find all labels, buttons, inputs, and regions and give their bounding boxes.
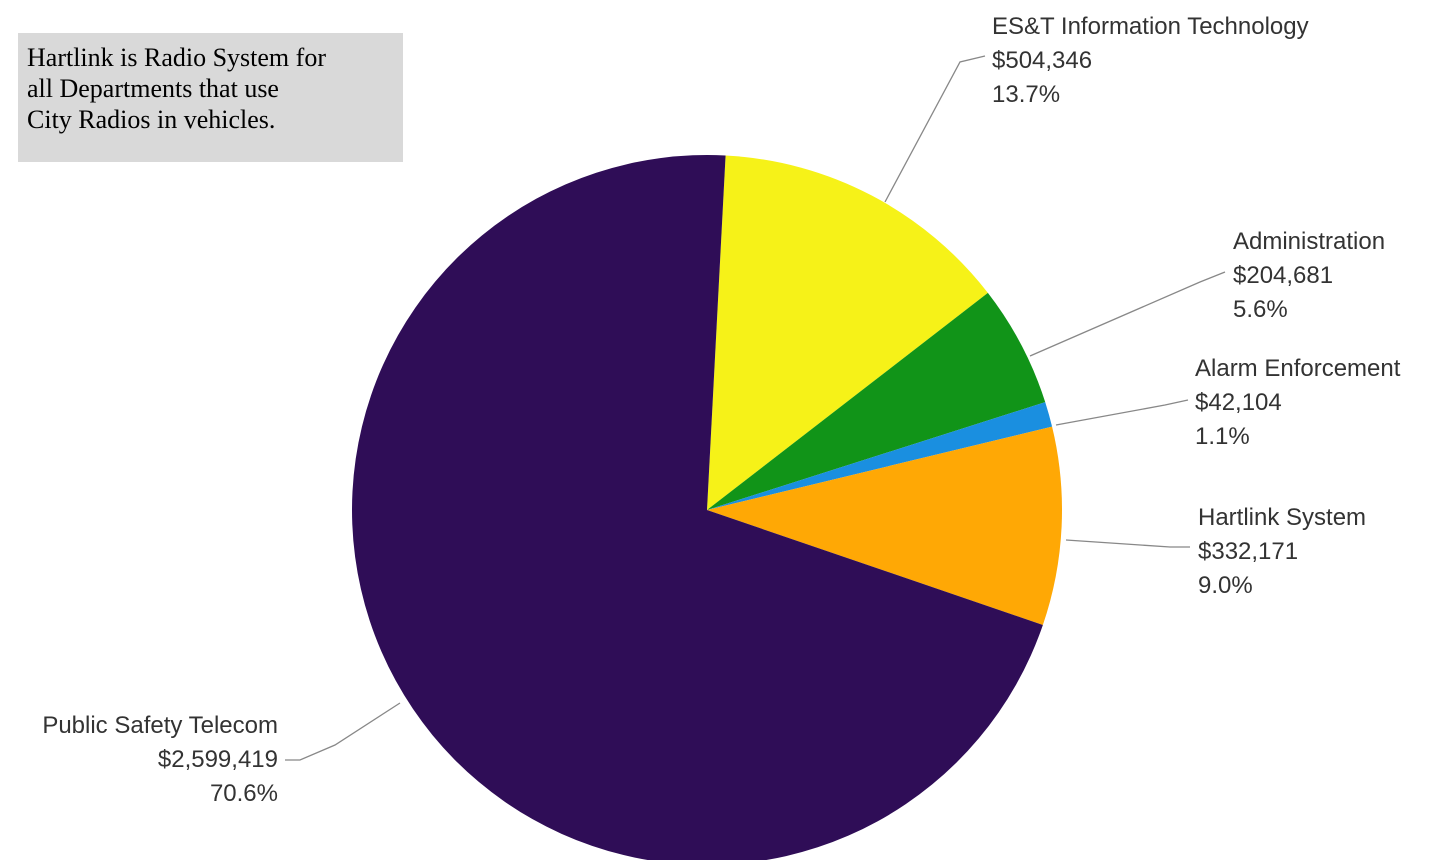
slice-percent-administration: 5.6%	[1233, 296, 1288, 323]
slice-amount-administration: $204,681	[1233, 262, 1333, 289]
pie-slice-public-safety-telecom	[352, 155, 1043, 860]
pie-slice-es-t-information-technology	[707, 155, 988, 511]
slice-percent-hartlink-system: 9.0%	[1198, 572, 1253, 599]
slice-percent-public-safety-telecom: 70.6%	[210, 780, 278, 807]
leader-line-hartlink-system	[1065, 539, 1190, 548]
slice-label-hartlink-system: Hartlink System	[1198, 504, 1366, 531]
leader-line-administration	[1029, 271, 1226, 357]
pie-slice-administration	[707, 292, 1046, 510]
slice-label-alarm-enforcement: Alarm Enforcement	[1195, 355, 1401, 382]
slice-amount-hartlink-system: $332,171	[1198, 538, 1298, 565]
slice-amount-alarm-enforcement: $42,104	[1195, 389, 1282, 416]
slice-amount-es-t-information-technology: $504,346	[992, 47, 1092, 74]
slice-percent-es-t-information-technology: 13.7%	[992, 81, 1060, 108]
leader-line-es-t-information-technology	[884, 55, 986, 203]
slice-amount-public-safety-telecom: $2,599,419	[158, 746, 278, 773]
hartlink-note: Hartlink is Radio System for all Departm…	[18, 33, 403, 162]
pie-slice-alarm-enforcement	[707, 402, 1053, 510]
leader-line-public-safety-telecom	[285, 702, 401, 761]
slice-label-public-safety-telecom: Public Safety Telecom	[42, 712, 278, 739]
slice-percent-alarm-enforcement: 1.1%	[1195, 423, 1250, 450]
slice-label-administration: Administration	[1233, 228, 1385, 255]
pie-slice-hartlink-system	[707, 426, 1062, 625]
slice-label-es-t-information-technology: ES&T Information Technology	[992, 13, 1309, 40]
leader-line-alarm-enforcement	[1055, 399, 1189, 426]
